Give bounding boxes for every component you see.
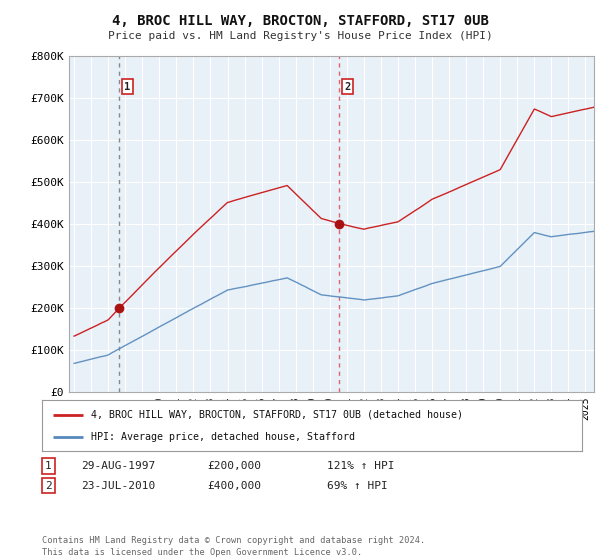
Text: 4, BROC HILL WAY, BROCTON, STAFFORD, ST17 0UB: 4, BROC HILL WAY, BROCTON, STAFFORD, ST1… — [112, 14, 488, 28]
Text: HPI: Average price, detached house, Stafford: HPI: Average price, detached house, Staf… — [91, 432, 355, 442]
Text: 1: 1 — [45, 461, 52, 471]
Text: 1: 1 — [124, 82, 131, 92]
Text: 4, BROC HILL WAY, BROCTON, STAFFORD, ST17 0UB (detached house): 4, BROC HILL WAY, BROCTON, STAFFORD, ST1… — [91, 409, 463, 419]
Text: Contains HM Land Registry data © Crown copyright and database right 2024.
This d: Contains HM Land Registry data © Crown c… — [42, 536, 425, 557]
Text: 2: 2 — [45, 480, 52, 491]
Text: £400,000: £400,000 — [207, 480, 261, 491]
Text: 29-AUG-1997: 29-AUG-1997 — [81, 461, 155, 471]
Text: Price paid vs. HM Land Registry's House Price Index (HPI): Price paid vs. HM Land Registry's House … — [107, 31, 493, 41]
Text: £200,000: £200,000 — [207, 461, 261, 471]
Text: 121% ↑ HPI: 121% ↑ HPI — [327, 461, 395, 471]
Text: 69% ↑ HPI: 69% ↑ HPI — [327, 480, 388, 491]
Text: 23-JUL-2010: 23-JUL-2010 — [81, 480, 155, 491]
Text: 2: 2 — [344, 82, 350, 92]
